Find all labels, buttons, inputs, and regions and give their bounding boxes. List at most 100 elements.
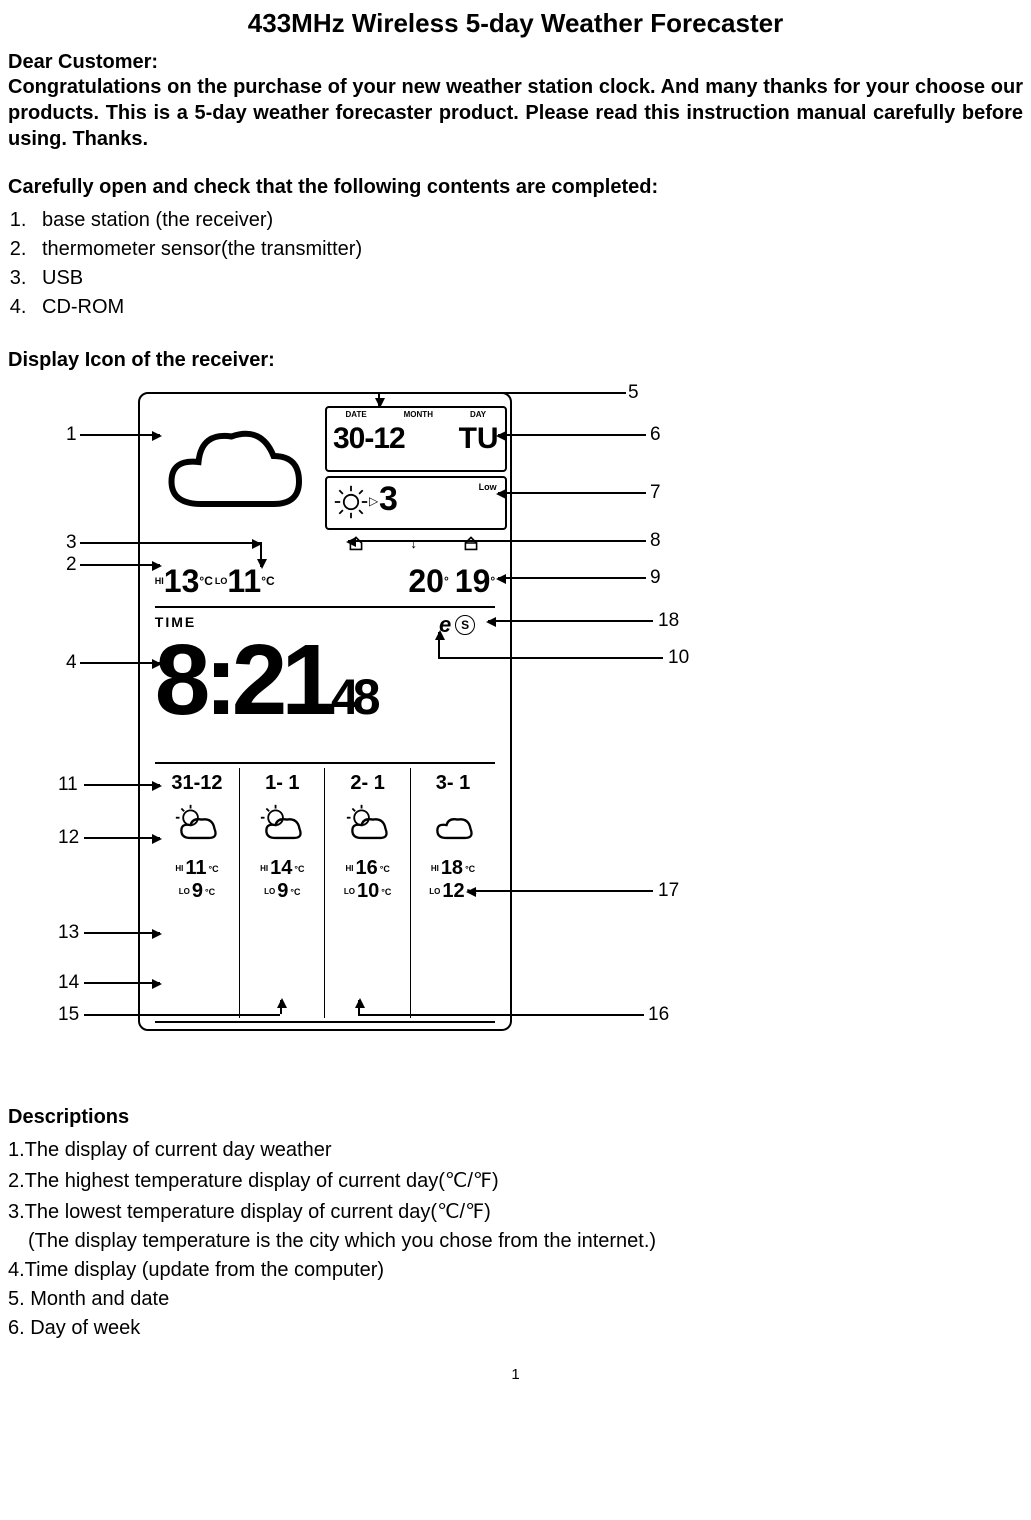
uv-panel: ▷ 3 Low [325, 476, 507, 530]
forecast-day-2: 1- 1 HI14°C LO9°C [240, 768, 325, 1018]
callout-15: 15 [58, 1004, 79, 1026]
list-item: USB [32, 267, 1023, 290]
description-item: 1.The display of current day weather [8, 1139, 1023, 1162]
forecast-day-3: 2- 1 HI16°C LO10°C [325, 768, 410, 1018]
down-arrow-icon: ↓ [410, 535, 417, 551]
leader-line [84, 784, 160, 786]
list-item: thermometer sensor(the transmitter) [32, 238, 1023, 261]
callout-13: 13 [58, 922, 79, 944]
leader-line [348, 540, 646, 542]
description-note: (The display temperature is the city whi… [8, 1230, 1023, 1253]
leader-line [378, 392, 626, 394]
intro-paragraph: Congratulations on the purchase of your … [8, 74, 1023, 152]
leader-line [80, 662, 160, 664]
page-title: 433MHz Wireless 5-day Weather Forecaster [8, 8, 1023, 39]
leader-line [438, 632, 440, 657]
leader-line [358, 1000, 360, 1014]
device-outline: DATE MONTH DAY 30-12 TU ▷ 3 Low [138, 392, 512, 1031]
salutation: Dear Customer: [8, 51, 1023, 74]
date-panel: DATE MONTH DAY 30-12 TU [325, 406, 507, 472]
divider [155, 1021, 495, 1023]
outdoor-temp-value: 19 [455, 563, 491, 600]
leader-line [358, 1014, 644, 1016]
day-of-week-value: TU [459, 422, 499, 456]
forecast-lo: 9 [192, 880, 203, 903]
callout-6: 6 [650, 424, 661, 446]
callout-12: 12 [58, 827, 79, 849]
forecast-lo: 12 [442, 880, 464, 903]
leader-line [84, 932, 160, 934]
page-number: 1 [8, 1366, 1023, 1383]
leader-line [84, 837, 160, 839]
description-item: 6. Day of week [8, 1317, 1023, 1340]
leader-line [468, 890, 653, 892]
forecast-hi: 16 [355, 857, 377, 880]
today-temps-row: HI 13 °C LO 11 °C 20 ° 19 ° [155, 556, 495, 608]
callout-9: 9 [650, 567, 661, 589]
callout-4: 4 [66, 652, 77, 674]
forecast-date: 2- 1 [350, 772, 384, 795]
list-item: CD-ROM [32, 296, 1023, 319]
leader-line [280, 1000, 282, 1014]
label-date: DATE [345, 410, 366, 419]
today-hi-value: 13 [164, 563, 200, 600]
callout-16: 16 [648, 1004, 669, 1026]
forecast-date: 31-12 [171, 772, 222, 795]
label-day: DAY [470, 410, 486, 419]
contents-heading: Carefully open and check that the follow… [8, 176, 1023, 199]
forecast-day-1: 31-12 HI11°C LO9°C [155, 768, 240, 1018]
sun-icon [333, 484, 369, 520]
forecast-date: 3- 1 [436, 772, 470, 795]
callout-7: 7 [650, 482, 661, 504]
time-value: 8:2148 [155, 630, 375, 730]
description-item: 5. Month and date [8, 1288, 1023, 1311]
callout-17: 17 [658, 880, 679, 902]
unit-label: °C [199, 574, 212, 588]
display-heading: Display Icon of the receiver: [8, 349, 1023, 372]
unit-label: ° [444, 574, 449, 588]
leader-line [498, 492, 646, 494]
unit-label: °C [261, 574, 274, 588]
uv-arrow-icon: ▷ [369, 494, 378, 508]
description-item: 4.Time display (update from the computer… [8, 1259, 1023, 1282]
weather-cloud-icon [154, 414, 309, 534]
callout-14: 14 [58, 972, 79, 994]
uv-level-label: Low [479, 482, 497, 492]
leader-line [80, 434, 160, 436]
list-item: base station (the receiver) [32, 209, 1023, 232]
callout-5: 5 [628, 382, 639, 404]
forecast-hi: 11 [185, 857, 206, 880]
callout-8: 8 [650, 530, 661, 552]
leader-line [80, 542, 260, 544]
description-item: 2.The highest temperature display of cur… [8, 1168, 1023, 1193]
lo-label: LO [215, 576, 228, 586]
descriptions-heading: Descriptions [8, 1106, 1023, 1129]
forecast-grid: 31-12 HI11°C LO9°C 1- 1 HI14°C LO9°C 2- … [155, 768, 495, 1018]
outdoor-icon [463, 535, 479, 551]
leader-line [84, 982, 160, 984]
forecast-lo: 9 [277, 880, 288, 903]
forecast-weather-icon [345, 803, 391, 849]
callout-18: 18 [658, 610, 679, 632]
leader-line [80, 564, 160, 566]
label-month: MONTH [404, 410, 433, 419]
forecast-weather-icon [430, 803, 476, 849]
forecast-hi: 14 [270, 857, 292, 880]
leader-line [378, 392, 380, 406]
leader-line [260, 542, 262, 567]
unit-label: ° [490, 574, 495, 588]
callout-11: 11 [58, 774, 78, 796]
uv-value: 3 [379, 480, 398, 519]
contents-list: base station (the receiver) thermometer … [8, 209, 1023, 319]
device-diagram: DATE MONTH DAY 30-12 TU ▷ 3 Low [8, 382, 718, 1082]
callout-1: 1 [66, 424, 77, 446]
callout-3: 3 [66, 532, 77, 554]
forecast-weather-icon [259, 803, 305, 849]
leader-line [438, 657, 663, 659]
leader-line [498, 577, 646, 579]
leader-line [498, 434, 646, 436]
description-item: 3.The lowest temperature display of curr… [8, 1199, 1023, 1224]
signal-icon: S [455, 615, 475, 635]
leader-line [488, 620, 653, 622]
date-value: 30-12 [333, 422, 405, 456]
